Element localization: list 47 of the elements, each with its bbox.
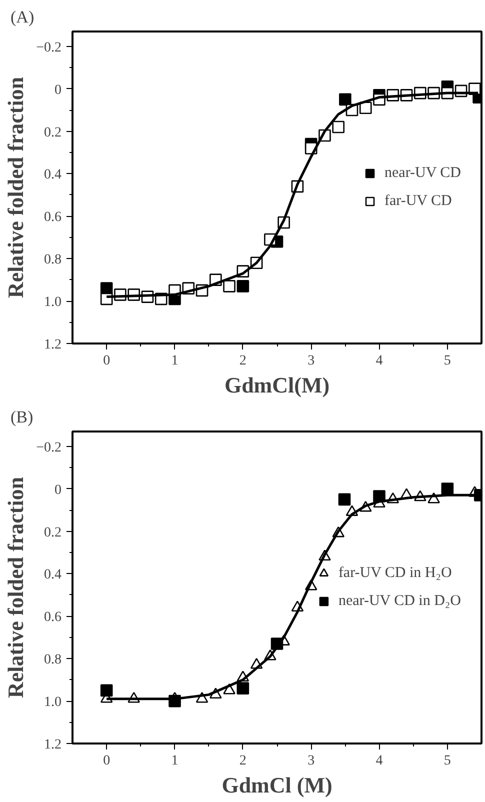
chart-title: (A) <box>10 8 34 26</box>
y-tick-label: −0.2 <box>36 40 62 56</box>
y-tick-label: 0.6 <box>44 610 62 626</box>
x-axis-title: GdmCl(M) <box>224 372 330 398</box>
y-axis-title: Relative folded fraction <box>3 476 28 698</box>
y-tick-label: 1.2 <box>44 738 62 752</box>
y-tick-label: 0.4 <box>44 568 62 583</box>
point <box>359 102 372 114</box>
legend-label: far-UV CD in H₂O <box>338 564 452 582</box>
y-tick-label: 0 <box>54 82 62 98</box>
y-tick-label: 0.8 <box>44 252 62 268</box>
y-tick-label: −0.2 <box>36 440 62 456</box>
y-tick-label: 1.0 <box>44 695 62 710</box>
chart-title: (B) <box>10 408 34 426</box>
point <box>236 682 250 694</box>
point <box>332 120 344 134</box>
y-axis-title: Relative folded fraction <box>3 76 28 298</box>
point <box>339 93 352 106</box>
legend-label: near-UV CD in D₂O <box>338 592 461 610</box>
y-tick-label: 0 <box>54 482 62 498</box>
x-axis-title: GdmCl (M) <box>222 772 332 798</box>
x-tick-label: 0 <box>103 354 110 368</box>
y-tick-label: 0.8 <box>44 652 62 668</box>
y-tick-label: 1.0 <box>44 295 62 310</box>
x-tick-label: 2 <box>239 754 246 768</box>
point <box>236 280 250 292</box>
y-tick-label: 0.2 <box>44 125 62 140</box>
legend-label: near-UV CD <box>384 164 461 182</box>
point <box>441 482 454 495</box>
y-tick-label: 0.4 <box>44 168 62 183</box>
x-tick-label: 1 <box>171 754 178 768</box>
y-tick-label: 0.6 <box>44 210 62 226</box>
x-tick-label: 5 <box>444 754 451 768</box>
x-tick-label: 1 <box>171 354 178 368</box>
point <box>223 683 236 694</box>
x-tick-label: 3 <box>308 354 315 368</box>
legend-label: far-UV CD <box>384 192 452 210</box>
x-tick-label: 4 <box>376 354 383 368</box>
x-tick-label: 3 <box>308 754 315 768</box>
y-tick-label: 0.2 <box>44 525 62 540</box>
x-tick-label: 4 <box>376 754 383 768</box>
y-tick-label: 1.2 <box>44 338 62 352</box>
point <box>223 280 236 292</box>
x-tick-label: 5 <box>444 354 451 368</box>
x-tick-label: 2 <box>239 354 246 368</box>
x-tick-label: 0 <box>103 754 110 768</box>
point <box>100 684 113 697</box>
